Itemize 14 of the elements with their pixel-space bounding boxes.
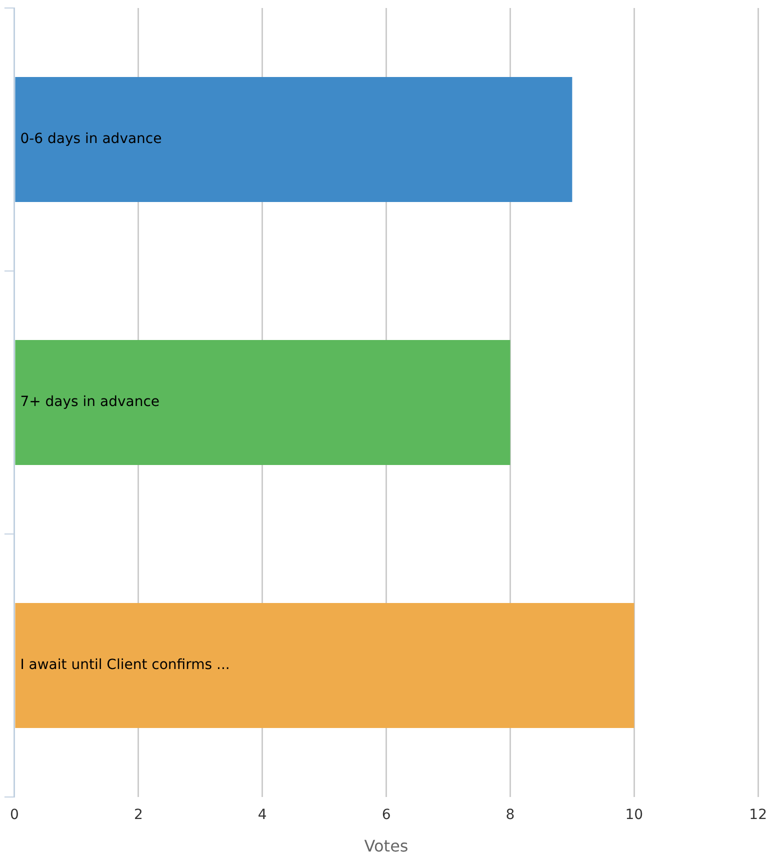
- y-tick-label: 7+ days in advance: [20, 394, 160, 410]
- x-tick-label: 6: [382, 807, 391, 824]
- y-tick-label: 0-6 days in advance: [20, 131, 162, 148]
- x-tick-label: 2: [134, 807, 143, 824]
- x-tick-label: 8: [506, 807, 515, 824]
- x-axis-title: Votes: [364, 836, 408, 856]
- x-tick-label: 0: [10, 807, 19, 824]
- x-tick-label: 12: [749, 807, 768, 824]
- bar: [15, 77, 572, 202]
- x-tick-label: 4: [258, 807, 267, 824]
- y-tick-label: I await until Client confirms ...: [20, 657, 230, 674]
- bar: [15, 340, 510, 465]
- x-tick-label: 10: [625, 807, 644, 824]
- bar: [15, 603, 634, 728]
